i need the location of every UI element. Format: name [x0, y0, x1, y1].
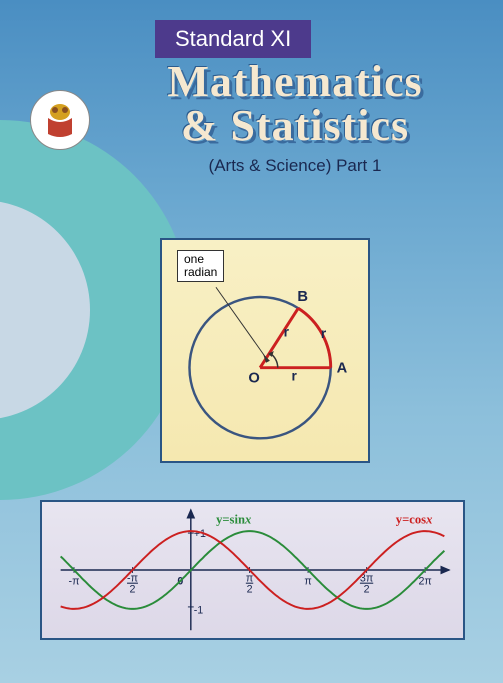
- point-o-label: O: [248, 370, 259, 386]
- radian-diagram-panel: O A B r r r one radian: [160, 238, 370, 463]
- svg-text:2π: 2π: [418, 576, 431, 588]
- point-b-label: B: [297, 289, 308, 305]
- r-diag: r: [284, 324, 290, 339]
- r-bottom: r: [291, 368, 297, 383]
- title-line1: Mathematics: [100, 60, 490, 104]
- cos-label: y=cosx: [396, 512, 433, 526]
- trig-chart-panel: -π-π20π2π3π22π +1 -1 y=sinx y=cosx: [40, 500, 465, 640]
- trig-chart: -π-π20π2π3π22π +1 -1 y=sinx y=cosx: [42, 502, 463, 638]
- subtitle: (Arts & Science) Part 1: [100, 156, 490, 176]
- svg-text:2: 2: [247, 583, 253, 595]
- r-arc: r: [321, 326, 327, 341]
- sin-label: y=sinx: [216, 512, 251, 526]
- svg-text:2: 2: [130, 583, 136, 595]
- svg-text:2: 2: [364, 583, 370, 595]
- title-block: Mathematics & Statistics (Arts & Science…: [100, 60, 490, 176]
- radian-label-box: one radian: [177, 250, 224, 282]
- point-a-label: A: [337, 361, 348, 377]
- radian-label-l2: radian: [184, 266, 217, 279]
- logo-icon: [36, 96, 84, 144]
- ytick-neg: -1: [194, 605, 204, 617]
- svg-text:π: π: [304, 576, 311, 588]
- svg-text:-π: -π: [69, 576, 80, 588]
- standard-banner: Standard XI: [155, 20, 311, 58]
- title-line2: & Statistics: [100, 104, 490, 148]
- publisher-logo: [30, 90, 90, 150]
